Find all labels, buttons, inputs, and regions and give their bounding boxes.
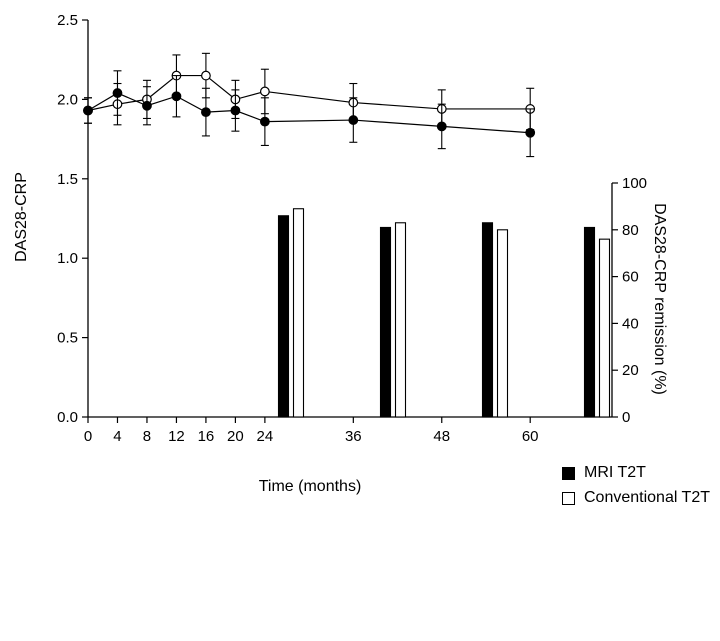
- open-square-icon: [562, 491, 575, 505]
- open-circle: [201, 70, 211, 81]
- svg-text:60: 60: [622, 269, 639, 286]
- legend-label-mri-t2t: MRI T2T: [584, 464, 646, 481]
- line-series-mri-t2t: [83, 70, 536, 158]
- filled-circle: [112, 88, 123, 98]
- filled-circle: [230, 105, 241, 116]
- svg-text:80: 80: [622, 222, 639, 239]
- filled-circle: [348, 115, 359, 125]
- svg-text:0.0: 0.0: [57, 409, 78, 426]
- svg-text:20: 20: [622, 362, 639, 379]
- svg-text:1.5: 1.5: [57, 171, 78, 188]
- svg-text:0: 0: [84, 428, 92, 445]
- chart-canvas: 0.00.51.01.52.02.50 4 8 12 16 20 24 36 48 6002040…: [57, 12, 647, 445]
- filled-circle: [201, 107, 211, 118]
- filled-circle: [259, 116, 270, 127]
- svg-text:4: 4: [113, 428, 121, 445]
- filled-circle: [142, 100, 152, 111]
- svg-text:36: 36: [345, 428, 362, 445]
- open-circle: [259, 86, 270, 97]
- x-axis-title: Time (months): [258, 478, 362, 495]
- legend-item-conventional-t2t: Conventional T2T: [562, 489, 710, 507]
- x-axis-ticks: 0 4 8 12 16 20 24 36 48 60: [84, 417, 539, 445]
- bars-conventional-t2t: [292, 208, 611, 418]
- svg-text:16: 16: [198, 428, 215, 445]
- svg-text:12: 12: [168, 428, 185, 445]
- svg-text:40: 40: [622, 315, 639, 332]
- filled-circle: [171, 91, 182, 102]
- filled-square-icon: [562, 466, 575, 480]
- right-axis-title: DAS28-CRP remission (%): [651, 203, 668, 395]
- svg-text:8: 8: [143, 428, 151, 445]
- svg-text:20: 20: [227, 428, 244, 445]
- legend-item-mri-t2t: MRI T2T: [562, 464, 710, 482]
- filled-circle: [83, 105, 93, 116]
- svg-text:60: 60: [522, 428, 539, 445]
- filled-circle: [525, 127, 536, 138]
- svg-text:2.5: 2.5: [57, 12, 78, 29]
- line-series-conventional-t2t: [83, 52, 536, 131]
- svg-text:2.0: 2.0: [57, 91, 78, 108]
- axes: [87, 20, 613, 418]
- left-axis-ticks: 0.0 0.5 1.0 1.5 2.0 2.5: [57, 12, 88, 426]
- legend-label-conventional-t2t: Conventional T2T: [584, 489, 710, 506]
- filled-circle: [436, 121, 447, 132]
- svg-text:0: 0: [622, 409, 630, 426]
- svg-text:48: 48: [433, 428, 450, 445]
- bars-mri-t2t: [277, 215, 596, 418]
- svg-text:24: 24: [257, 428, 274, 445]
- right-axis-ticks: 0 20 40 60 80 100: [612, 175, 647, 426]
- svg-text:0.5: 0.5: [57, 330, 78, 347]
- left-axis-title: DAS28-CRP: [13, 172, 30, 262]
- svg-text:1.0: 1.0: [57, 250, 78, 267]
- svg-text:100: 100: [622, 175, 647, 192]
- legend: MRI T2T Conventional T2T: [562, 464, 710, 514]
